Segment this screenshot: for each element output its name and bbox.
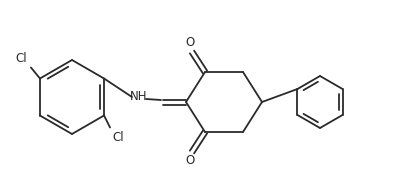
Text: O: O — [185, 154, 195, 168]
Text: Cl: Cl — [112, 131, 124, 144]
Text: O: O — [185, 36, 195, 50]
Text: Cl: Cl — [15, 52, 27, 65]
Text: NH: NH — [130, 89, 148, 102]
